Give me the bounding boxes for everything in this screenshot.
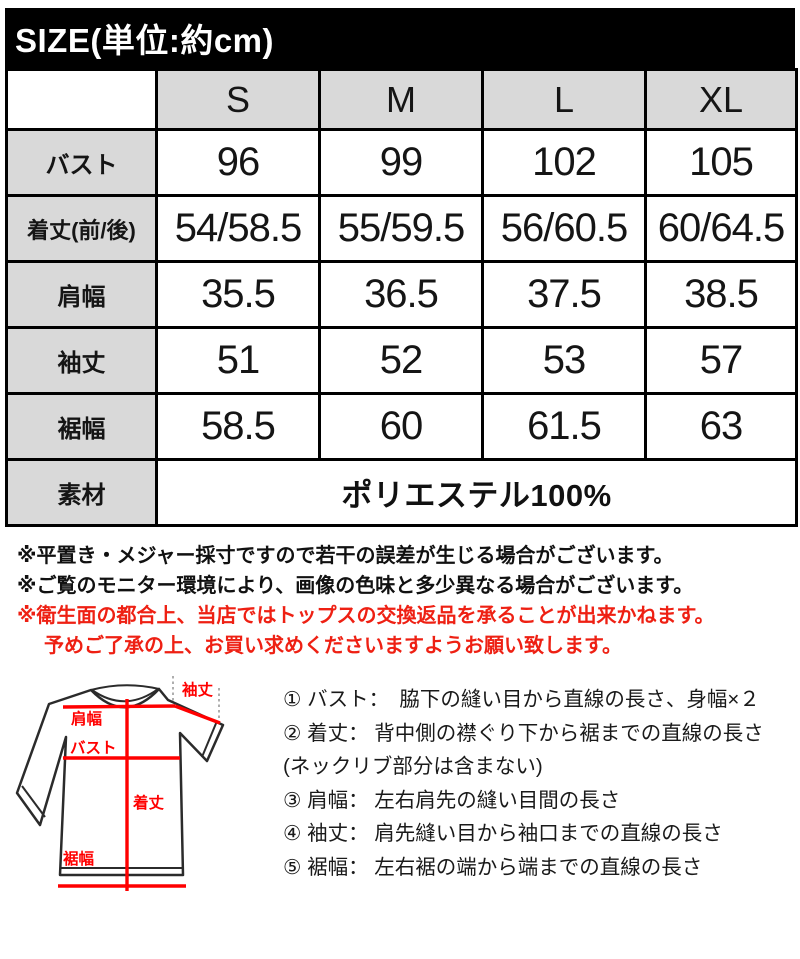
row-label: バスト (5, 128, 158, 197)
sleeve-label: 袖丈 (182, 680, 214, 699)
table-row-material: 素材 ポリエステル100% (5, 458, 798, 527)
cell-value: 57 (644, 326, 798, 395)
cell-value: 56/60.5 (481, 194, 647, 263)
collar-rib-line (91, 688, 159, 703)
row-label: 裾幅 (5, 392, 158, 461)
cell-value: 99 (318, 128, 484, 197)
material-value: ポリエステル100% (155, 458, 798, 527)
size-table: S M L XL バスト 96 99 102 105 着丈(前/後) 54/58… (5, 68, 798, 527)
right-cuff-line (201, 720, 218, 758)
size-chart-page: SIZE(単位:約cm) S M L XL バスト 96 99 102 105 … (5, 8, 798, 915)
left-cuff-line (21, 785, 46, 818)
cell-value: 37.5 (481, 260, 647, 329)
row-label: 着丈(前/後) (5, 194, 158, 263)
note-line-red: 予めご了承の上、お買い求めくださいますようお願い致します。 (44, 635, 622, 657)
cell-value: 54/58.5 (155, 194, 321, 263)
cell-value: 55/59.5 (318, 194, 484, 263)
table-row-length: 着丈(前/後) 54/58.5 55/59.5 56/60.5 60/64.5 (5, 194, 798, 263)
cell-value: 58.5 (155, 392, 321, 461)
shoulder-measure-line (62, 704, 176, 709)
cell-value: 61.5 (481, 392, 647, 461)
cell-value: 51 (155, 326, 321, 395)
size-col-l: L (481, 68, 647, 131)
cell-value: 105 (644, 128, 798, 197)
cell-value: 102 (481, 128, 647, 197)
table-row-shoulder: 肩幅 35.5 36.5 37.5 38.5 (5, 260, 798, 329)
cell-value: 60 (318, 392, 484, 461)
size-title-bar: SIZE(単位:約cm) (5, 8, 795, 68)
hem-label: 裾幅 (63, 849, 95, 868)
note-line: ※平置き・メジャー採寸ですので若干の誤差が生じる場合がございます。 (17, 545, 674, 567)
measure-section: 肩幅 バスト 着丈 裾幅 袖丈 ① バスト： 脇下の縫い目から直線の長さ、身幅×… (5, 675, 795, 915)
guide-item-sleeve: ④ 袖丈： 肩先縫い目から袖口までの直線の長さ (283, 822, 723, 845)
notes-block: ※平置き・メジャー採寸ですので若干の誤差が生じる場合がございます。 ※ご覧のモニ… (17, 541, 795, 661)
cell-value: 38.5 (644, 260, 798, 329)
size-header-row: S M L XL (5, 68, 798, 131)
collar-back-line (90, 684, 160, 691)
tshirt-diagram: 肩幅 バスト 着丈 裾幅 袖丈 (13, 675, 273, 915)
guide-item-bust: ① バスト： 脇下の縫い目から直線の長さ、身幅×２ (283, 688, 760, 711)
size-col-xl: XL (644, 68, 798, 131)
cell-value: 60/64.5 (644, 194, 798, 263)
cell-value: 35.5 (155, 260, 321, 329)
table-row-sleeve: 袖丈 51 52 53 57 (5, 326, 798, 395)
cell-value: 52 (318, 326, 484, 395)
note-line: ※ご覧のモニター環境により、画像の色味と多少異なる場合がございます。 (17, 575, 694, 597)
size-col-s: S (155, 68, 321, 131)
note-line-red: ※衛生面の都合上、当店ではトップスの交換返品を承ることが出来かねます。 (17, 605, 715, 627)
page-title: SIZE(単位:約cm) (15, 22, 275, 59)
tshirt-outline (15, 687, 225, 877)
bust-label: バスト (70, 739, 117, 757)
size-col-m: M (318, 68, 484, 131)
guide-item-hem: ⑤ 裾幅： 左右裾の端から端までの直線の長さ (283, 855, 703, 879)
measure-guide-list: ① バスト： 脇下の縫い目から直線の長さ、身幅×２ ② 着丈： 背中側の襟ぐり下… (283, 675, 764, 915)
row-label: 肩幅 (5, 260, 158, 329)
row-label: 素材 (5, 458, 158, 527)
corner-cell (5, 68, 158, 131)
guide-item-length: ② 着丈： 背中側の襟ぐり下から裾までの直線の長さ (283, 721, 764, 745)
cell-value: 36.5 (318, 260, 484, 329)
table-row-bust: バスト 96 99 102 105 (5, 128, 798, 197)
cell-value: 96 (155, 128, 321, 197)
guide-item-length-note: (ネックリブ部分は含まない) (283, 755, 543, 778)
sleeve-measure-line (174, 704, 221, 725)
row-label: 袖丈 (5, 326, 158, 395)
cell-value: 53 (481, 326, 647, 395)
length-label: 着丈 (132, 793, 165, 812)
cell-value: 63 (644, 392, 798, 461)
guide-item-shoulder: ③ 肩幅： 左右肩先の縫い目間の長さ (283, 788, 621, 812)
table-row-hem: 裾幅 58.5 60 61.5 63 (5, 392, 798, 461)
tshirt-measure-illustration: 肩幅 バスト 着丈 裾幅 袖丈 (15, 676, 225, 891)
shoulder-label: 肩幅 (71, 709, 103, 728)
